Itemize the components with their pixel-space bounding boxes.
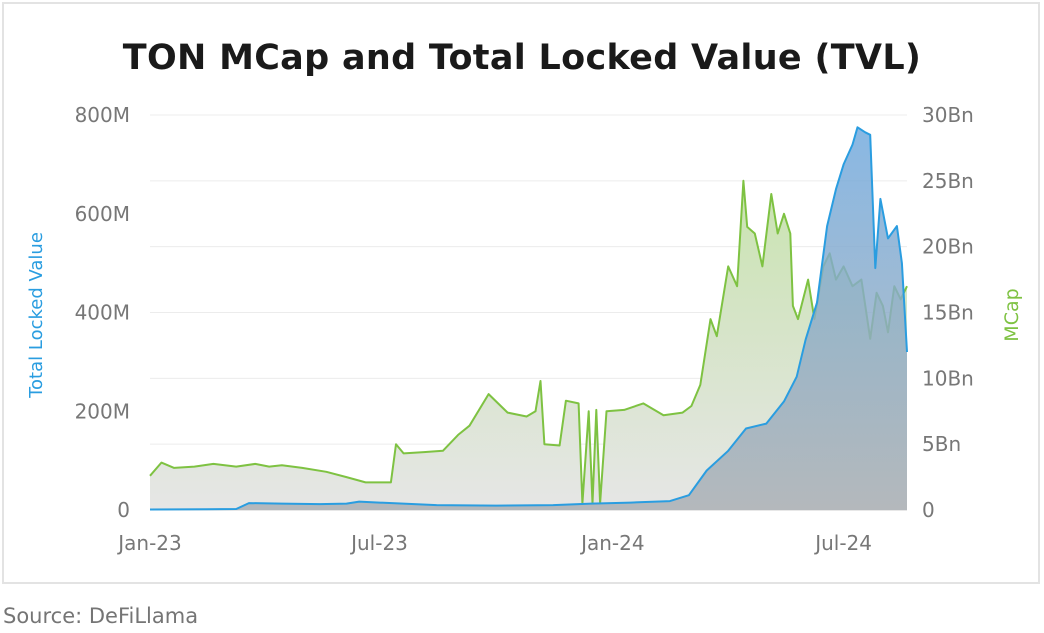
y-right-axis-title: MCap <box>1001 288 1023 341</box>
y-left-tick-label: 200M <box>75 399 130 423</box>
series-layer <box>149 126 908 511</box>
y-left-axis-title: Total Locked Value <box>26 232 47 399</box>
x-tick-label: Jul-24 <box>813 531 872 555</box>
x-tick-label: Jul-23 <box>349 531 408 555</box>
left-axis-ticks: 0 200M 400M 600M 800M <box>75 103 130 522</box>
y-right-tick-label: 15Bn <box>922 301 974 325</box>
source-note: Source: DeFiLlama <box>3 604 199 628</box>
y-right-tick-label: 25Bn <box>922 169 974 193</box>
y-right-tick-label: 30Bn <box>922 103 974 127</box>
y-left-tick-label: 600M <box>75 202 130 226</box>
y-left-tick-label: 0 <box>117 498 130 522</box>
y-right-tick-label: 0 <box>922 498 935 522</box>
area-mcap <box>150 180 907 511</box>
y-right-tick-label: 5Bn <box>922 432 961 456</box>
series-line-total-locked-value <box>149 126 908 511</box>
x-tick-label: Jan-24 <box>579 531 645 555</box>
x-axis-ticks: Jan-23 Jul-23 Jan-24 Jul-24 <box>116 531 872 555</box>
x-tick-label: Jan-23 <box>116 531 182 555</box>
chart-title: TON MCap and Total Locked Value (TVL) <box>122 38 922 78</box>
y-right-tick-label: 20Bn <box>922 235 974 259</box>
y-right-tick-label: 10Bn <box>922 366 974 390</box>
area-total-locked-value <box>150 127 907 511</box>
right-axis-ticks: 0 5Bn 10Bn 15Bn 20Bn 25Bn 30Bn <box>922 103 974 522</box>
y-left-tick-label: 800M <box>75 103 130 127</box>
y-left-tick-label: 400M <box>75 301 130 325</box>
